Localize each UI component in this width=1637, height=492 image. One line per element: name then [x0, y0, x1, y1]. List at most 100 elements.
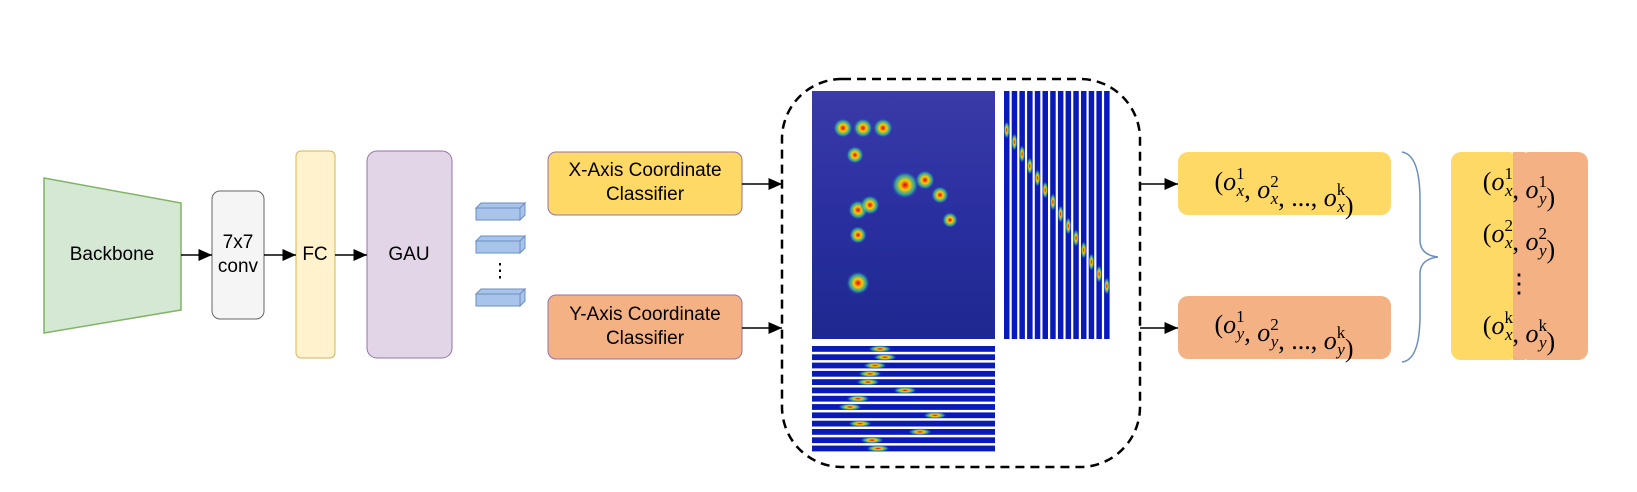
labels: Backbone 7x7 conv FC GAU ⋮ X-Axis Coordinate Cl… — [70, 160, 1555, 363]
result-join — [1513, 152, 1525, 360]
formula-base: o — [1257, 175, 1270, 204]
formula-sup: 1 — [1236, 307, 1245, 326]
stripe-peak — [1080, 241, 1087, 259]
formula-sup: 2 — [1270, 315, 1279, 334]
formula-sup: k — [1539, 316, 1548, 335]
stripe — [1042, 91, 1048, 339]
formula: (ok x, ok y) — [1483, 308, 1555, 356]
formula-sub: y — [1537, 333, 1547, 352]
formula-sub: x — [1504, 181, 1513, 200]
node-label: X-Axis Coordinate — [568, 160, 721, 181]
stripe — [1065, 91, 1072, 339]
heat-blob — [891, 171, 919, 199]
stripe-peak — [1057, 205, 1064, 223]
formula-text: , — [1244, 175, 1257, 204]
stripe-peak — [846, 395, 870, 403]
heatmap-frame — [780, 77, 1142, 469]
heat-blob — [860, 195, 880, 215]
formula-base: o — [1257, 318, 1270, 347]
formula-text: ) — [1547, 235, 1556, 264]
result-y-column — [1519, 152, 1588, 360]
node-label: 7x7 — [223, 232, 254, 253]
formula-sub: x — [1270, 189, 1279, 208]
stripe-peak — [1003, 121, 1010, 139]
formula-base: o — [1526, 319, 1539, 348]
formula-text: , — [1513, 175, 1526, 204]
stripe-peak — [860, 436, 884, 444]
stripe — [812, 346, 995, 352]
stripe — [1104, 91, 1110, 339]
stripe — [1004, 91, 1010, 339]
formula-base: o — [1324, 326, 1337, 355]
formula-text: , ..., — [1278, 183, 1324, 212]
formula-sup: k — [1337, 180, 1346, 199]
formula-text: ) — [1547, 327, 1556, 356]
stripe — [812, 445, 995, 452]
heat-blob — [849, 226, 867, 244]
formula-text: ⋮ — [1506, 269, 1532, 298]
node-label: conv — [218, 256, 259, 277]
formula-sup: 2 — [1270, 172, 1279, 191]
y-output-box — [1178, 296, 1391, 359]
result-x-column — [1451, 152, 1519, 360]
tokens — [474, 201, 527, 308]
stripe-peak — [1088, 253, 1095, 271]
formula: (o1 x, o2 x, ..., ok x) — [1215, 164, 1354, 220]
formula-text: ( — [1215, 310, 1224, 339]
formula-text: , ..., — [1278, 326, 1324, 355]
formula-sup: 1 — [1539, 172, 1548, 191]
stripe — [812, 379, 995, 385]
stripe — [812, 437, 995, 444]
formula-base: o — [1526, 175, 1539, 204]
node-label: GAU — [388, 244, 429, 265]
formula-text: ) — [1345, 334, 1354, 363]
stripe — [1096, 91, 1102, 339]
backbone-shape — [43, 177, 182, 334]
stripe — [812, 429, 995, 435]
heat-blob — [846, 271, 870, 295]
stripe — [1088, 91, 1095, 339]
node-label: Classifier — [606, 184, 685, 205]
formula-sup: 1 — [1236, 164, 1245, 183]
formula-sub: x — [1336, 197, 1345, 216]
stripe-peak — [908, 428, 932, 436]
formula-text: ( — [1483, 167, 1492, 196]
stripe-peak — [866, 445, 890, 452]
stripe-peak — [868, 345, 892, 353]
formula-text: ( — [1215, 167, 1224, 196]
formula-sub: y — [1335, 340, 1345, 359]
formula-sub: x — [1236, 181, 1245, 200]
stripe-peak — [1019, 145, 1026, 163]
stripe-peak — [1073, 229, 1079, 247]
stripe-peak — [1049, 193, 1056, 211]
stripe-peak — [858, 370, 882, 378]
node-label: ⋮ — [491, 261, 510, 282]
y-heatmap-stripes — [812, 345, 995, 452]
stripe-peak — [1011, 133, 1018, 151]
stripe-peak — [1103, 277, 1110, 295]
node-label: Backbone — [70, 244, 155, 265]
formula-base: o — [1324, 183, 1337, 212]
stripe — [1034, 91, 1041, 339]
formula-sub: y — [1537, 241, 1547, 260]
formula: (o1 x, o1 y) — [1483, 164, 1555, 212]
formula-sup: k — [1504, 308, 1513, 327]
formula-text: ( — [1483, 219, 1492, 248]
formula-base: o — [1526, 227, 1539, 256]
stripe-peak — [863, 362, 887, 369]
node-label: Y-Axis Coordinate — [569, 304, 720, 325]
formula-text: ) — [1547, 183, 1556, 212]
formula-text: ) — [1345, 191, 1354, 220]
heat-blob — [846, 146, 864, 164]
heat-blob — [853, 118, 873, 138]
arrows — [181, 178, 1178, 334]
y-classifier-box — [547, 294, 743, 360]
formula-base: o — [1223, 167, 1236, 196]
formula-sub: y — [1537, 189, 1547, 208]
formula-text: , — [1513, 319, 1526, 348]
formula: (o1 y, o2 y, ..., ok y) — [1215, 307, 1354, 363]
stripe — [1027, 91, 1033, 339]
node-label: FC — [302, 244, 327, 265]
heat-blob — [942, 212, 958, 228]
stripe — [1073, 91, 1079, 339]
